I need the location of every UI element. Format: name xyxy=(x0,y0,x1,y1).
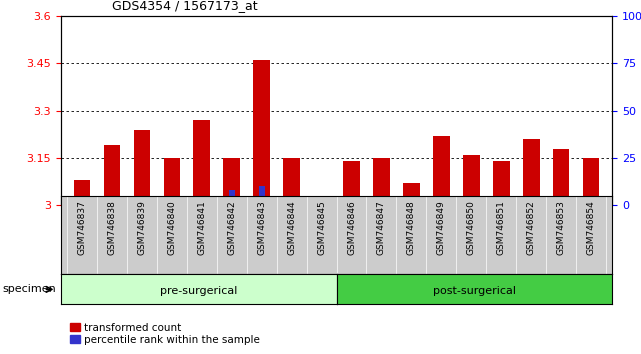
Bar xyxy=(438,196,444,205)
Bar xyxy=(224,158,240,205)
Bar xyxy=(558,200,564,205)
Bar xyxy=(408,200,414,205)
Text: GSM746842: GSM746842 xyxy=(227,200,236,255)
Bar xyxy=(373,158,390,205)
Bar xyxy=(403,183,420,205)
Bar xyxy=(194,120,210,205)
Text: GSM746852: GSM746852 xyxy=(527,200,536,255)
Bar xyxy=(163,158,180,205)
Text: specimen: specimen xyxy=(2,284,56,295)
Legend: transformed count, percentile rank within the sample: transformed count, percentile rank withi… xyxy=(66,318,264,349)
Bar xyxy=(259,186,265,205)
Bar xyxy=(139,196,145,205)
Text: GSM746841: GSM746841 xyxy=(197,200,206,255)
Bar xyxy=(319,200,324,205)
Bar xyxy=(109,196,115,205)
Bar xyxy=(469,198,474,205)
Text: GSM746840: GSM746840 xyxy=(167,200,176,255)
Text: GDS4354 / 1567173_at: GDS4354 / 1567173_at xyxy=(112,0,258,12)
Text: GSM746839: GSM746839 xyxy=(137,200,146,255)
Bar xyxy=(344,161,360,205)
Bar xyxy=(283,158,300,205)
Text: pre-surgerical: pre-surgerical xyxy=(160,286,237,296)
Bar xyxy=(493,161,510,205)
Bar xyxy=(288,201,294,205)
Text: GSM746848: GSM746848 xyxy=(407,200,416,255)
Bar xyxy=(133,130,150,205)
Bar xyxy=(523,139,540,205)
Text: GSM746851: GSM746851 xyxy=(497,200,506,255)
Bar xyxy=(349,201,354,205)
Text: GSM746843: GSM746843 xyxy=(257,200,266,255)
Bar xyxy=(583,158,599,205)
Text: post-surgerical: post-surgerical xyxy=(433,286,516,296)
Text: GSM746837: GSM746837 xyxy=(78,200,87,255)
Bar xyxy=(229,190,235,205)
Bar xyxy=(433,136,449,205)
Text: GSM746854: GSM746854 xyxy=(587,200,595,255)
Bar xyxy=(79,201,85,205)
Bar xyxy=(499,200,504,205)
Bar xyxy=(74,180,90,205)
Text: GSM746850: GSM746850 xyxy=(467,200,476,255)
Bar xyxy=(588,201,594,205)
Bar xyxy=(528,200,534,205)
Bar xyxy=(553,148,569,205)
Text: GSM746853: GSM746853 xyxy=(557,200,566,255)
Text: GSM746838: GSM746838 xyxy=(107,200,116,255)
Bar xyxy=(169,200,174,205)
Text: GSM746845: GSM746845 xyxy=(317,200,326,255)
Bar xyxy=(379,201,385,205)
Text: GSM746846: GSM746846 xyxy=(347,200,356,255)
Bar xyxy=(104,145,120,205)
Text: GSM746849: GSM746849 xyxy=(437,200,446,255)
Bar xyxy=(253,60,270,205)
Bar xyxy=(463,155,479,205)
Bar xyxy=(199,196,204,205)
Text: GSM746844: GSM746844 xyxy=(287,200,296,255)
Text: GSM746847: GSM746847 xyxy=(377,200,386,255)
